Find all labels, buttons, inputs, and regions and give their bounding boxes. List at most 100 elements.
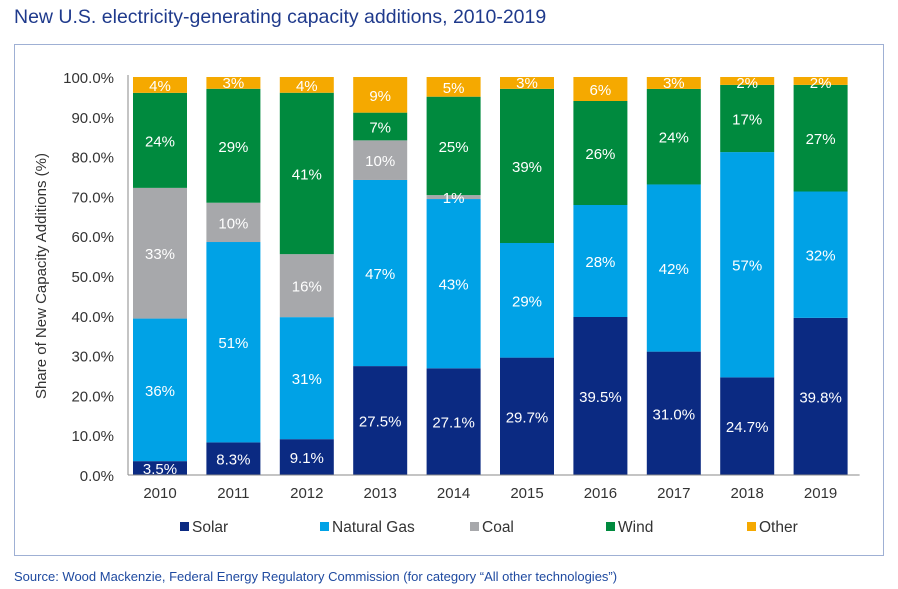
legend-swatch-natural-gas [320,522,329,531]
y-tick-label: 100.0% [63,70,114,87]
bar-segment-solar [206,442,261,475]
legend-label: Solar [192,519,228,536]
bar-segment-other [206,77,261,89]
data-label: 7% [369,120,391,137]
data-label: 6% [590,82,612,99]
bar-segment-coal [426,195,481,200]
data-label: 29.7% [506,409,549,426]
data-label: 29% [218,139,248,156]
source-note: Source: Wood Mackenzie, Federal Energy R… [14,569,618,584]
y-tick-label: 90.0% [71,110,114,127]
x-tick-label: 2012 [290,485,323,502]
data-label: 8.3% [216,452,250,469]
data-label: 26% [585,146,615,163]
bar-segment-coal [133,187,187,319]
bar-segment-other [279,77,334,93]
bar-segment-other [646,77,701,89]
data-label: 4% [149,78,171,95]
x-tick-label: 2017 [657,485,690,502]
data-label: 10% [218,215,248,232]
y-tick-label: 60.0% [71,229,114,246]
data-label: 32% [806,248,836,265]
data-label: 24.7% [726,419,769,436]
data-label: 25% [439,139,469,156]
bar-segment-other [353,77,408,113]
data-label: 3% [516,75,538,92]
data-label: 29% [512,293,542,310]
data-label: 33% [145,246,175,263]
y-tick-label: 20.0% [71,388,114,405]
y-tick-label: 70.0% [71,189,114,206]
bar-segment-wind [133,92,187,188]
data-label: 27% [806,131,836,148]
data-label: 24% [659,130,689,147]
bar-segment-solar [793,317,848,475]
bar-segment-other [133,77,187,93]
bar-segment-other [573,77,628,101]
bar-segment-wind [500,88,554,243]
chart-frame [14,44,884,556]
data-label: 39% [512,159,542,176]
bar-segment-wind [426,96,481,196]
bar-segment-solar [573,317,628,475]
bar-segment-natural-gas [426,199,481,369]
x-tick-label: 2011 [217,485,249,502]
data-label: 16% [292,279,322,296]
data-label: 24% [145,133,175,150]
legend-label: Wind [618,519,653,536]
data-label: 10% [365,153,395,170]
data-label: 5% [443,80,465,97]
data-label: 47% [365,266,395,283]
bar-segment-solar [279,439,334,475]
data-label: 27.5% [359,414,402,431]
data-label: 51% [218,335,248,352]
data-label: 39.8% [799,389,842,406]
data-label: 31.0% [653,406,696,423]
bar-segment-solar [500,357,554,475]
bar-segment-natural-gas [353,179,408,367]
x-tick-label: 2014 [437,485,470,502]
bar-segment-wind [353,112,408,141]
bar-segment-wind [720,84,775,153]
y-tick-label: 80.0% [71,150,114,167]
data-label: 9.1% [290,450,324,467]
bar-segment-natural-gas [133,318,187,462]
legend-label: Other [759,519,798,536]
data-label: 3% [663,75,685,92]
x-tick-label: 2019 [804,485,837,502]
data-label: 17% [732,111,762,128]
data-label: 4% [296,78,318,95]
bar-segment-coal [279,254,334,318]
y-tick-label: 0.0% [80,468,114,485]
y-tick-label: 40.0% [71,309,114,326]
bar-segment-wind [793,84,848,192]
data-label: 28% [585,254,615,271]
legend-swatch-coal [470,522,479,531]
bar-segment-solar [353,366,408,475]
legend-swatch-solar [180,522,189,531]
x-tick-label: 2013 [364,485,397,502]
data-label: 2% [736,75,758,92]
bar-segment-solar [133,461,187,475]
bar-segment-solar [426,368,481,475]
bar-segment-other [720,77,775,85]
chart-title: New U.S. electricity-generating capacity… [14,6,547,28]
bar-segment-coal [206,202,261,243]
legend-swatch-other [747,522,756,531]
bar-segment-other [500,77,554,89]
bar-segment-other [426,77,481,97]
data-label: 31% [292,371,322,388]
data-label: 27.1% [432,415,475,432]
y-tick-label: 30.0% [71,349,114,366]
legend-label: Natural Gas [332,519,415,536]
data-label: 57% [732,258,762,275]
bar-segment-natural-gas [793,191,848,318]
data-label: 9% [369,88,391,105]
bar-segment-wind [206,88,261,203]
data-label: 39.5% [579,389,622,406]
bar-segment-natural-gas [720,152,775,378]
data-label: 42% [659,261,689,278]
legend-label: Coal [482,519,514,536]
bar-segment-wind [573,101,628,205]
bar-segment-wind [646,88,701,185]
